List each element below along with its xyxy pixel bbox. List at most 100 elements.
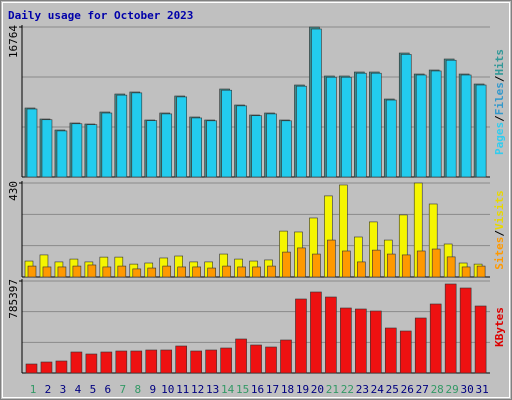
legend-entry: Visits: [493, 190, 506, 230]
bar: [56, 130, 68, 178]
bar: [476, 265, 486, 278]
bar: [102, 266, 112, 278]
bar: [356, 72, 367, 178]
bar: [385, 99, 397, 178]
bar: [162, 265, 172, 278]
x-tick-label: 11: [176, 383, 189, 396]
bar: [267, 265, 276, 278]
bar: [325, 296, 337, 374]
bar: [131, 92, 143, 178]
bar: [370, 310, 382, 374]
x-tick-label: 8: [134, 383, 141, 396]
bar: [42, 266, 52, 278]
bar: [27, 265, 37, 278]
bar: [190, 350, 202, 374]
x-tick-label: 23: [356, 383, 369, 396]
bar: [355, 308, 367, 374]
bar: [460, 74, 472, 178]
legend-separator: /: [493, 75, 506, 82]
legend-entry: Pages: [493, 122, 506, 155]
bar: [192, 266, 201, 278]
bar: [430, 70, 442, 178]
bar: [295, 298, 307, 374]
bar: [414, 317, 427, 374]
bar: [372, 249, 381, 278]
bar: [445, 59, 457, 178]
bar: [70, 351, 83, 374]
bar: [85, 353, 98, 374]
bar: [475, 84, 487, 178]
legend-entry: KBytes: [493, 307, 506, 347]
bar: [222, 265, 231, 278]
bar: [116, 94, 128, 178]
bar: [160, 349, 173, 374]
x-tick-label: 24: [371, 383, 385, 396]
bar: [399, 330, 412, 374]
legend-separator: /: [493, 230, 506, 237]
bar: [71, 123, 83, 178]
x-tick-label: 30: [461, 383, 474, 396]
chart-title: Daily usage for October 2023: [8, 9, 193, 22]
bar: [40, 361, 53, 374]
legend-entry: Files: [493, 82, 506, 115]
bar: [147, 267, 157, 278]
bar: [177, 266, 186, 278]
bar: [206, 120, 217, 178]
x-tick-label: 9: [149, 383, 156, 396]
bar: [281, 120, 292, 178]
bar: [297, 247, 306, 278]
bar: [371, 72, 382, 178]
bar: [252, 266, 261, 278]
bar: [312, 253, 321, 278]
bar: [342, 250, 351, 278]
bar: [326, 76, 337, 178]
x-tick-label: 10: [161, 383, 174, 396]
bar: [57, 266, 67, 278]
bar: [357, 261, 366, 278]
bar: [416, 250, 426, 278]
legend-separator: /: [493, 115, 506, 122]
legend: KBytes: [493, 307, 506, 347]
bar: [266, 113, 277, 178]
bar: [115, 350, 128, 374]
bar: [146, 120, 158, 178]
x-tick-label: 15: [236, 383, 249, 396]
x-tick-label: 29: [446, 383, 459, 396]
bar: [161, 113, 173, 178]
bar: [221, 89, 232, 178]
x-tick-label: 6: [105, 383, 112, 396]
bar: [265, 346, 277, 374]
x-tick-label: 27: [416, 383, 429, 396]
bar: [176, 96, 187, 178]
bar: [431, 248, 441, 278]
bar: [250, 344, 262, 374]
x-tick-label: 16: [251, 383, 264, 396]
bar: [446, 256, 456, 278]
bar: [400, 54, 412, 178]
bar: [25, 363, 38, 374]
bar: [41, 119, 53, 178]
bar: [101, 112, 113, 178]
x-tick-label: 12: [191, 383, 204, 396]
x-tick-label: 13: [206, 383, 219, 396]
legend-entry: Sites: [493, 237, 506, 270]
x-tick-label: 2: [45, 383, 52, 396]
x-tick-label: 14: [221, 383, 235, 396]
bar: [340, 307, 352, 374]
bar: [205, 349, 217, 374]
legend: Sites/Visits: [493, 190, 506, 270]
bar: [100, 351, 113, 374]
bar: [235, 338, 247, 374]
y-tick-label: 430: [7, 181, 20, 201]
bar: [117, 265, 127, 278]
bar: [459, 287, 472, 374]
bar: [86, 124, 98, 178]
x-tick-label: 3: [60, 383, 67, 396]
bar: [132, 268, 142, 278]
bar: [237, 266, 246, 278]
bar: [87, 264, 97, 278]
x-tick-label: 26: [401, 383, 414, 396]
